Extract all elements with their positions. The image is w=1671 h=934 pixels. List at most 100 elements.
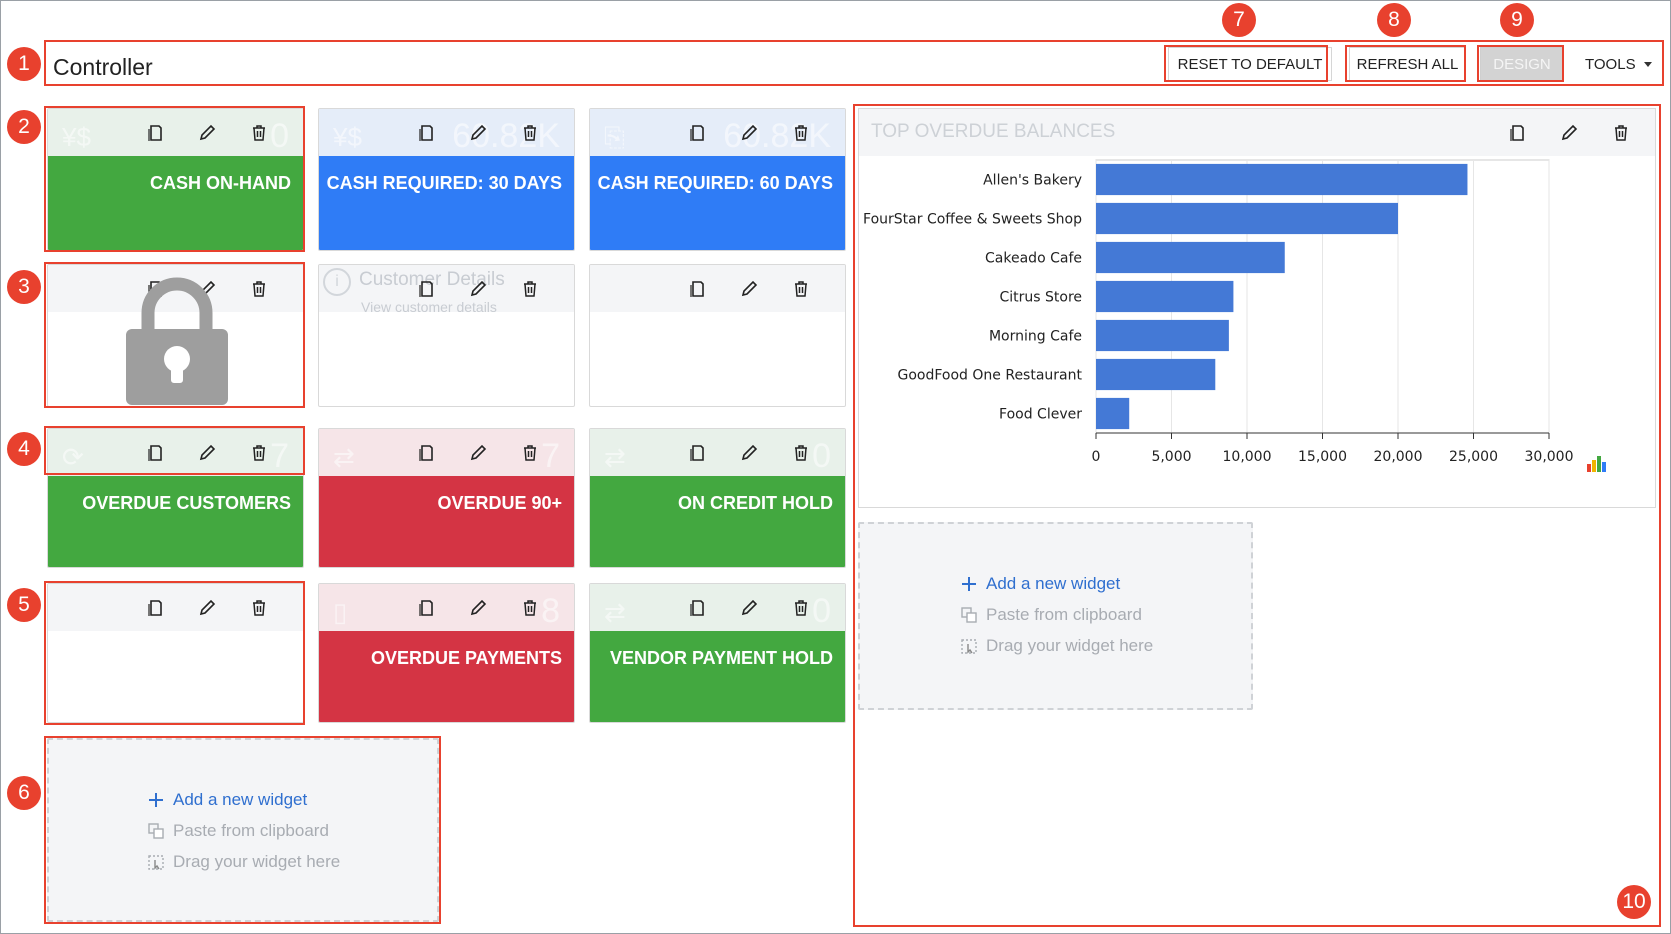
widget-header: ⇄ 0 <box>590 584 845 631</box>
delete-icon[interactable] <box>775 277 827 301</box>
delete-icon[interactable] <box>233 441 285 465</box>
design-button[interactable]: DESIGN <box>1480 47 1564 81</box>
delete-icon[interactable] <box>504 277 556 301</box>
widget-value: 0 <box>270 117 289 155</box>
widget-header: ▯ 8 <box>319 584 574 631</box>
widget-dropzone-left[interactable]: Add a new widget Paste from clipboard Dr… <box>47 738 439 922</box>
copy-icon[interactable] <box>400 121 452 145</box>
widget-title: Customer Details <box>359 269 505 290</box>
reset-to-default-button[interactable]: RESET TO DEFAULT <box>1168 47 1332 81</box>
x-tick-label: 10,000 <box>1223 449 1272 465</box>
widget-header: ¥$ 0 <box>48 109 303 156</box>
delete-icon[interactable] <box>233 596 285 620</box>
widget-top-overdue-balances[interactable]: TOP OVERDUE BALANCES 0 5,000 10,000 15,000 2… <box>858 108 1656 508</box>
edit-icon[interactable] <box>452 277 504 301</box>
chart-type-icon <box>1587 456 1606 472</box>
tools-menu[interactable]: TOOLS <box>1585 47 1652 81</box>
widget-header <box>590 265 845 312</box>
widget-label: CASH ON-HAND <box>150 173 291 193</box>
widget-value: 7 <box>270 437 289 475</box>
refresh-icon: ⟳ <box>62 442 84 472</box>
paste-clipboard-link[interactable]: Paste from clipboard <box>145 821 329 841</box>
callout-badge: 7 <box>1222 3 1256 37</box>
bar <box>1096 358 1216 391</box>
delete-icon[interactable] <box>1595 121 1647 145</box>
x-tick-label: 20,000 <box>1374 449 1423 465</box>
widget-label: VENDOR PAYMENT HOLD <box>609 648 833 668</box>
widget-header: ⇄ 0 <box>590 429 845 476</box>
edit-icon[interactable] <box>723 596 775 620</box>
widget-cash-required-30[interactable]: ¥$ 60.82K CASH REQUIRED: 30 DAYS <box>318 108 575 251</box>
delete-icon[interactable] <box>775 596 827 620</box>
widget-cash-on-hand[interactable]: ¥$ 0 CASH ON-HAND <box>47 108 304 251</box>
chart-title: TOP OVERDUE BALANCES <box>871 121 1116 142</box>
delete-icon[interactable] <box>504 441 556 465</box>
copy-icon[interactable] <box>671 441 723 465</box>
callout-badge: 6 <box>7 776 41 810</box>
edit-icon[interactable] <box>181 121 233 145</box>
paste-clipboard-link[interactable]: Paste from clipboard <box>958 605 1142 625</box>
copy-icon[interactable] <box>400 441 452 465</box>
callout-badge: 2 <box>7 110 41 144</box>
delete-icon[interactable] <box>233 121 285 145</box>
lock-icon <box>126 277 228 405</box>
add-widget-link[interactable]: Add a new widget <box>145 790 307 810</box>
copy-icon[interactable] <box>129 596 181 620</box>
widget-blank[interactable] <box>47 583 304 723</box>
copy-icon[interactable] <box>1491 121 1543 145</box>
x-tick-label: 0 <box>1092 449 1101 465</box>
plus-icon <box>958 575 980 593</box>
edit-icon[interactable] <box>181 441 233 465</box>
bar <box>1096 241 1285 274</box>
add-widget-link[interactable]: Add a new widget <box>958 574 1120 594</box>
edit-icon[interactable] <box>452 596 504 620</box>
widget-overdue-90[interactable]: ⇄ 7 OVERDUE 90+ <box>318 428 575 568</box>
edit-icon[interactable] <box>452 441 504 465</box>
callout-badge: 8 <box>1377 3 1411 37</box>
widget-customer-details[interactable]: i Customer Details View customer details <box>318 264 575 407</box>
callout-badge: 9 <box>1500 3 1534 37</box>
delete-icon[interactable] <box>775 121 827 145</box>
edit-icon[interactable] <box>723 121 775 145</box>
edit-icon[interactable] <box>1543 121 1595 145</box>
refresh-all-button[interactable]: REFRESH ALL <box>1349 47 1466 81</box>
paste-icon <box>958 606 980 624</box>
edit-icon[interactable] <box>452 121 504 145</box>
paste-clipboard-label: Paste from clipboard <box>986 605 1142 624</box>
category-label: Cakeado Cafe <box>985 251 1082 267</box>
x-tick-label: 25,000 <box>1449 449 1498 465</box>
copy-icon[interactable] <box>400 596 452 620</box>
delete-icon[interactable] <box>504 596 556 620</box>
category-label: GoodFood One Restaurant <box>898 368 1083 384</box>
delete-icon[interactable] <box>775 441 827 465</box>
widget-vendor-payment-hold[interactable]: ⇄ 0 VENDOR PAYMENT HOLD <box>589 583 846 723</box>
copy-icon[interactable] <box>671 121 723 145</box>
callout-badge: 4 <box>7 432 41 466</box>
copy-icon[interactable] <box>400 277 452 301</box>
copy-icon[interactable] <box>671 596 723 620</box>
edit-icon[interactable] <box>723 277 775 301</box>
edit-icon[interactable] <box>723 441 775 465</box>
clipboard-icon: ▯ <box>333 597 348 627</box>
widget-dropzone-right[interactable]: Add a new widget Paste from clipboard Dr… <box>858 522 1253 710</box>
widget-locked[interactable] <box>47 264 304 407</box>
widget-overdue-payments[interactable]: ▯ 8 OVERDUE PAYMENTS <box>318 583 575 723</box>
add-widget-label: Add a new widget <box>986 574 1121 593</box>
widget-empty[interactable] <box>589 264 846 407</box>
delete-icon[interactable] <box>504 121 556 145</box>
copy-icon[interactable] <box>129 441 181 465</box>
widget-header: ¥$ 60.82K <box>319 109 574 156</box>
widget-label: OVERDUE CUSTOMERS <box>82 493 291 513</box>
copy-icon[interactable] <box>671 277 723 301</box>
widget-overdue-customers[interactable]: ⟳ 7 OVERDUE CUSTOMERS <box>47 428 304 568</box>
widget-label: OVERDUE 90+ <box>437 493 562 513</box>
drag-widget-label: Drag your widget here <box>986 636 1154 655</box>
callout-badge: 5 <box>7 588 41 622</box>
copy-icon[interactable] <box>129 121 181 145</box>
edit-icon[interactable] <box>181 596 233 620</box>
widget-cash-required-60[interactable]: ⎘ 60.82K CASH REQUIRED: 60 DAYS <box>589 108 846 251</box>
bar <box>1096 397 1130 430</box>
callout-badge: 10 <box>1617 885 1651 919</box>
widget-on-credit-hold[interactable]: ⇄ 0 ON CREDIT HOLD <box>589 428 846 568</box>
delete-icon[interactable] <box>233 277 285 301</box>
